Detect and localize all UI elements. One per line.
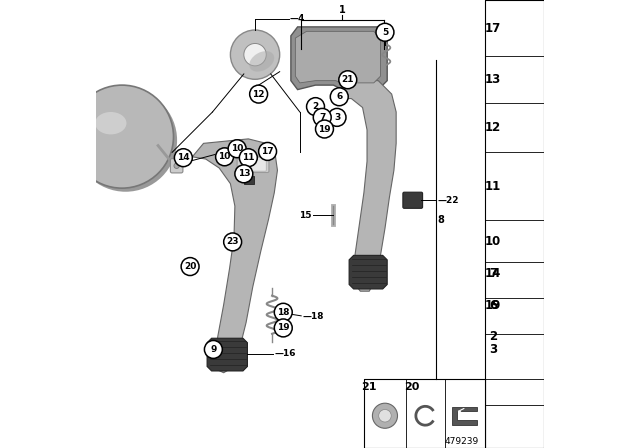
Circle shape [228, 140, 246, 158]
Text: 14: 14 [177, 153, 189, 162]
Circle shape [244, 43, 266, 66]
Text: 9: 9 [210, 345, 216, 354]
Circle shape [74, 89, 177, 192]
Text: 20: 20 [184, 262, 196, 271]
Text: —22: —22 [438, 196, 460, 205]
Text: —16: —16 [275, 349, 296, 358]
FancyBboxPatch shape [251, 158, 266, 171]
Polygon shape [340, 81, 396, 291]
Ellipse shape [95, 112, 127, 134]
Text: 2: 2 [489, 330, 497, 344]
Text: 10: 10 [231, 144, 243, 153]
Text: 21: 21 [342, 75, 354, 84]
Bar [364, 379, 485, 448]
FancyBboxPatch shape [170, 159, 183, 173]
Circle shape [259, 142, 276, 160]
Text: 14: 14 [484, 267, 501, 280]
Text: 3: 3 [489, 343, 497, 356]
Circle shape [230, 30, 280, 79]
Text: 21: 21 [362, 382, 377, 392]
Text: —18: —18 [303, 312, 324, 321]
Text: 10: 10 [485, 234, 501, 248]
Text: 479239: 479239 [445, 437, 479, 446]
Text: 12: 12 [485, 121, 501, 134]
Text: 13: 13 [485, 73, 501, 86]
Circle shape [216, 148, 234, 166]
Circle shape [250, 85, 268, 103]
Text: 10: 10 [218, 152, 231, 161]
Bar [244, 176, 253, 184]
Text: 2: 2 [312, 102, 319, 111]
Circle shape [376, 23, 394, 41]
Circle shape [328, 108, 346, 126]
Text: 23: 23 [227, 237, 239, 246]
Text: 11: 11 [242, 153, 255, 162]
Circle shape [379, 409, 391, 422]
Text: 18: 18 [277, 308, 289, 317]
Circle shape [275, 303, 292, 321]
Text: 19: 19 [484, 299, 501, 312]
Text: 3: 3 [334, 113, 340, 122]
Circle shape [275, 319, 292, 337]
Ellipse shape [250, 51, 274, 72]
Polygon shape [207, 338, 248, 371]
Circle shape [316, 120, 333, 138]
Text: 7: 7 [319, 113, 325, 122]
FancyBboxPatch shape [237, 156, 269, 172]
Polygon shape [296, 31, 380, 83]
Text: 17: 17 [261, 147, 274, 156]
Circle shape [70, 85, 173, 188]
Text: 20: 20 [404, 382, 420, 392]
Circle shape [181, 258, 199, 276]
Circle shape [204, 340, 222, 358]
Circle shape [174, 163, 179, 168]
Text: 7: 7 [489, 267, 497, 280]
Text: 15: 15 [300, 211, 312, 220]
Circle shape [239, 149, 257, 167]
Text: 13: 13 [237, 169, 250, 178]
Text: 8: 8 [438, 215, 445, 224]
Circle shape [314, 108, 332, 126]
Text: 6: 6 [489, 299, 497, 312]
Circle shape [235, 165, 253, 183]
Bar [485, 0, 544, 448]
Polygon shape [192, 139, 278, 373]
Text: —4: —4 [290, 14, 305, 23]
Circle shape [224, 233, 242, 251]
Text: 19: 19 [318, 125, 331, 134]
Polygon shape [349, 255, 387, 289]
Text: 11: 11 [485, 180, 501, 194]
Text: 12: 12 [252, 90, 265, 99]
Circle shape [339, 71, 356, 89]
Text: 5: 5 [382, 28, 388, 37]
Polygon shape [452, 407, 477, 425]
Text: 19: 19 [277, 323, 289, 332]
Text: 6: 6 [336, 92, 342, 101]
Circle shape [330, 88, 348, 106]
Text: 17: 17 [485, 22, 501, 35]
Polygon shape [291, 27, 387, 90]
Text: 1: 1 [339, 5, 346, 15]
Circle shape [174, 149, 193, 167]
Circle shape [307, 98, 324, 116]
FancyBboxPatch shape [403, 192, 422, 208]
Circle shape [372, 403, 397, 428]
